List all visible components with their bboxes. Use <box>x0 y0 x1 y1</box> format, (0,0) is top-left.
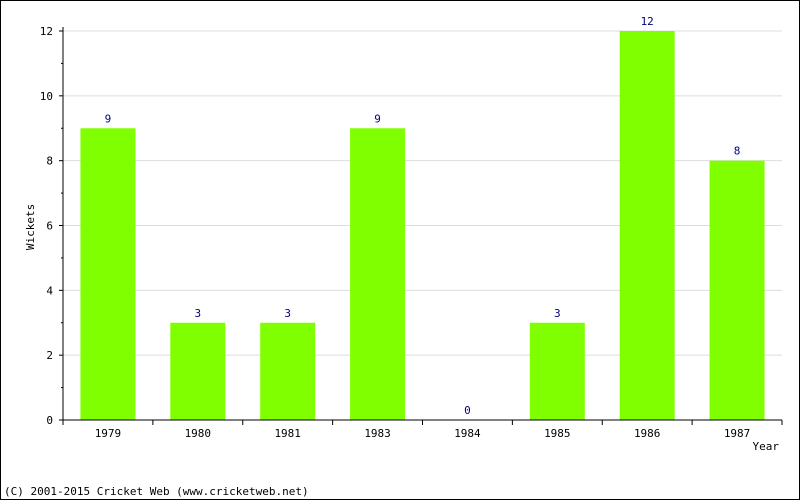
x-tick-label: 1981 <box>274 427 301 440</box>
bar-1985 <box>529 322 585 420</box>
data-label: 9 <box>374 112 381 125</box>
data-label: 0 <box>464 404 471 417</box>
data-label: 3 <box>554 307 561 320</box>
bar-1983 <box>350 128 406 420</box>
bar-1981 <box>260 322 316 420</box>
labels: 0 2 4 6 8 10 12 9 1979 3 1980 3 1981 9 1983 0 1984 3 1985 1… <box>40 15 751 440</box>
data-label: 12 <box>641 15 654 28</box>
y-tick-label: 2 <box>46 349 53 362</box>
y-tick-label: 6 <box>46 220 53 233</box>
y-tick-label: 8 <box>46 155 53 168</box>
x-tick-label: 1980 <box>185 427 212 440</box>
bar-1979 <box>80 128 136 420</box>
bar-1980 <box>170 322 226 420</box>
bar-1986 <box>619 31 675 420</box>
copyright-footer: (C) 2001-2015 Cricket Web (www.cricketwe… <box>4 485 309 498</box>
axes <box>59 27 783 425</box>
data-label: 9 <box>105 112 112 125</box>
x-tick-label: 1983 <box>364 427 391 440</box>
data-label: 8 <box>734 145 741 158</box>
x-tick-label: 1979 <box>95 427 122 440</box>
x-tick-label: 1987 <box>724 427 751 440</box>
x-tick-label: 1986 <box>634 427 661 440</box>
x-axis-title: Year <box>753 440 780 453</box>
bars <box>80 31 765 420</box>
data-label: 3 <box>195 307 202 320</box>
y-tick-label: 4 <box>46 284 53 297</box>
bar-1987 <box>709 160 765 420</box>
data-label: 3 <box>284 307 291 320</box>
y-tick-label: 10 <box>40 90 53 103</box>
x-tick-label: 1985 <box>544 427 571 440</box>
y-axis-title: Wickets <box>24 204 37 250</box>
x-tick-label: 1984 <box>454 427 481 440</box>
y-tick-label: 12 <box>40 25 53 38</box>
y-tick-label: 0 <box>46 414 53 427</box>
